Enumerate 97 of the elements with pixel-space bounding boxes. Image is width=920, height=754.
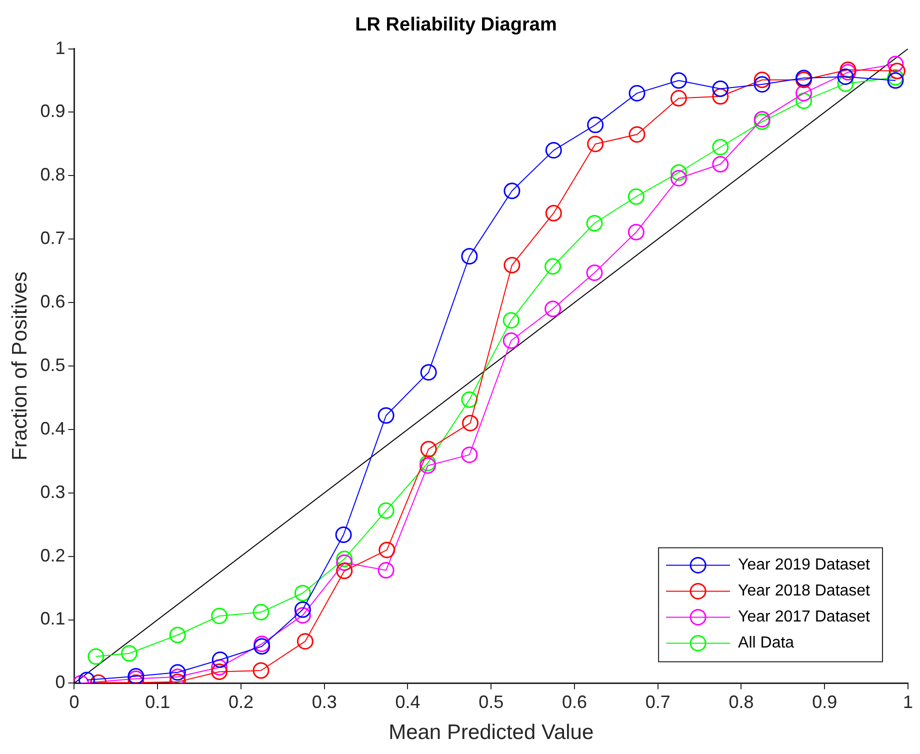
point: [587, 136, 604, 152]
point: [712, 80, 729, 98]
point: [887, 72, 904, 89]
x-tick-label: 0.3: [312, 692, 337, 712]
point: [796, 84, 812, 102]
point: [754, 72, 770, 88]
y-tick-label: 0.6: [40, 292, 66, 312]
y-tick-label: 0.3: [40, 482, 66, 502]
point: [461, 248, 478, 264]
x-tick-label: 0: [69, 692, 80, 712]
x-tick-label: 1: [902, 692, 914, 712]
point: [252, 662, 270, 679]
point: [461, 446, 478, 464]
legend-label: Year 2018 Dataset: [738, 582, 871, 600]
point: [378, 502, 394, 519]
point: [754, 114, 770, 130]
x-tick-label: 0.7: [645, 692, 670, 712]
point: [504, 182, 520, 200]
point: [840, 64, 856, 81]
point: [169, 668, 186, 684]
point: [296, 633, 314, 650]
point: [294, 607, 311, 624]
point: [545, 142, 562, 159]
point: [88, 648, 104, 665]
point: [336, 562, 353, 580]
x-tick-label: 0.9: [812, 692, 838, 712]
point: [169, 626, 186, 644]
point: [211, 659, 228, 676]
y-tick-label: 0.4: [40, 418, 66, 438]
point: [211, 664, 228, 680]
point: [378, 407, 394, 424]
y-tick-label: 0.5: [40, 354, 66, 375]
point: [712, 138, 729, 156]
point: [294, 584, 311, 602]
point: [712, 156, 729, 173]
point: [754, 76, 770, 93]
y-tick-label: 0.1: [40, 608, 66, 629]
y-tick-label: 0.2: [40, 545, 66, 566]
y-axis-title: Fraction of Positives: [8, 271, 32, 461]
point: [628, 84, 646, 102]
point: [887, 69, 904, 86]
x-tick-label: 0.6: [562, 692, 588, 712]
x-tick-label: 0.4: [395, 692, 420, 712]
point: [545, 204, 562, 222]
point: [336, 550, 353, 568]
point: [420, 364, 437, 381]
point: [628, 126, 646, 143]
point: [212, 651, 228, 668]
point: [670, 72, 687, 89]
point: [544, 258, 562, 275]
point: [502, 312, 520, 329]
point: [887, 56, 904, 72]
point: [252, 604, 270, 620]
point: [335, 526, 352, 543]
point: [586, 215, 603, 232]
chart-title: LR Reliability Diagram: [355, 14, 557, 36]
y-tick-label: 0.8: [40, 164, 66, 185]
legend-label: All Data: [738, 634, 794, 652]
point: [754, 110, 770, 128]
x-tick-label: 0.2: [228, 692, 254, 712]
y-tick-label: 0.7: [40, 228, 66, 248]
point: [544, 300, 562, 318]
point: [169, 664, 186, 681]
point: [840, 61, 856, 78]
legend-label: Year 2019 Dataset: [738, 556, 871, 574]
point: [378, 562, 394, 579]
point: [712, 88, 729, 105]
point: [128, 668, 144, 684]
point: [586, 264, 603, 281]
legend-label: Year 2017 Dataset: [738, 608, 871, 626]
point: [461, 391, 478, 408]
point: [504, 256, 520, 274]
point: [670, 170, 687, 186]
point: [121, 645, 138, 662]
point: [294, 601, 311, 618]
point: [888, 62, 906, 80]
x-tick-label: 0.5: [478, 692, 504, 712]
point: [420, 440, 437, 458]
point: [796, 92, 812, 110]
point: [837, 68, 854, 85]
point: [837, 75, 854, 92]
point: [462, 414, 479, 432]
point: [628, 188, 644, 205]
point: [378, 542, 396, 558]
x-tick-label: 0.8: [728, 692, 754, 712]
point: [502, 332, 520, 349]
x-axis-title: Mean Predicted Value: [388, 721, 594, 744]
point: [336, 554, 353, 571]
point: [587, 116, 604, 134]
x-tick-label: 0.1: [145, 692, 170, 712]
y-tick-label: 0: [55, 672, 66, 692]
point: [628, 224, 644, 240]
y-tick-label: 0.9: [40, 101, 66, 122]
point: [670, 90, 687, 107]
y-tick-label: 1: [55, 38, 66, 58]
point: [211, 608, 228, 624]
point: [670, 164, 687, 181]
